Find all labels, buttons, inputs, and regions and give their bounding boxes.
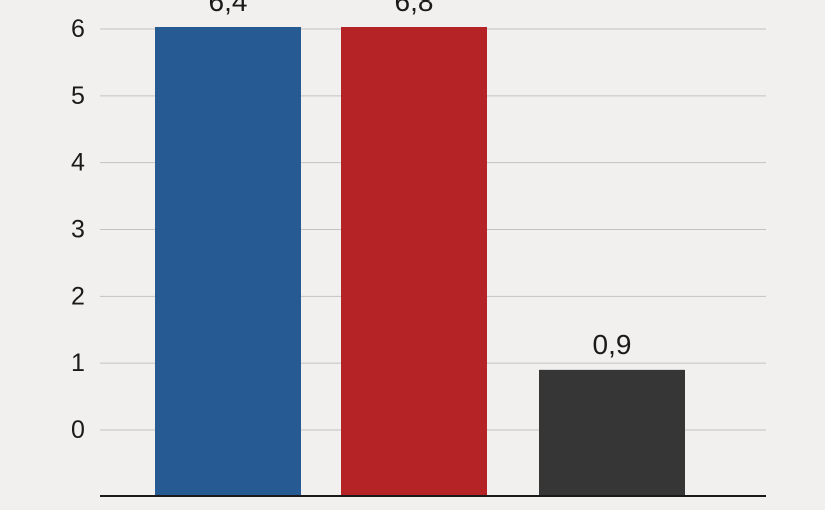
bar-value-label: 6,8: [395, 0, 434, 17]
y-tick-label: 5: [71, 82, 85, 110]
bars: [155, 27, 685, 496]
y-tick-label: 4: [71, 149, 85, 177]
bar: [155, 27, 301, 496]
y-tick-label: 6: [71, 15, 85, 43]
y-tick-label: 3: [71, 216, 85, 244]
y-tick-label: 2: [71, 282, 85, 310]
y-axis-tick-labels: 0 1 2 3 4 5 6: [71, 15, 85, 444]
bar: [539, 369, 685, 496]
y-tick-label: 1: [71, 349, 85, 377]
data-labels: 6,4 6,8 0,9: [209, 0, 632, 360]
bar-value-label: 6,4: [209, 0, 248, 17]
y-tick-label: 0: [71, 416, 85, 444]
bar-value-label: 0,9: [593, 329, 632, 360]
bar: [341, 27, 487, 496]
